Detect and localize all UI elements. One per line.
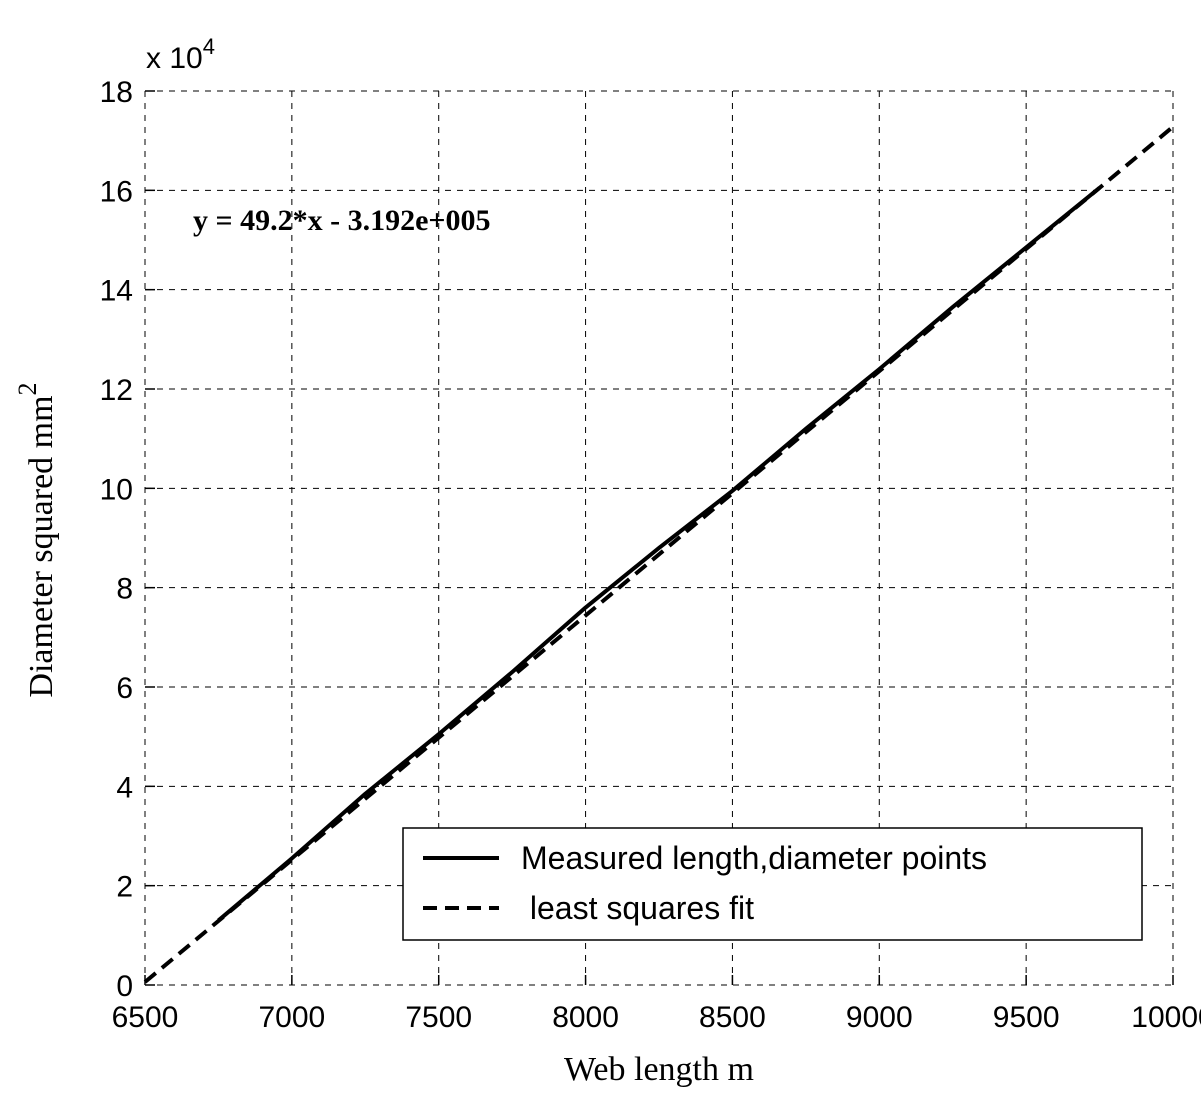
y-tick-label: 0 [116, 970, 133, 1003]
fit-equation: y = 49.2*x - 3.192e+005 [193, 204, 491, 237]
y-axis-label-power: 2 [13, 382, 42, 395]
legend-box [402, 827, 1143, 941]
x-tick-label: 7500 [405, 1001, 472, 1034]
y-tick-label: 16 [100, 175, 133, 208]
x-tick-label: 9000 [846, 1001, 913, 1034]
y-tick-label: 10 [100, 473, 133, 506]
x-tick-label: 6500 [112, 1001, 179, 1034]
y-tick-label: 2 [116, 871, 133, 904]
y-tick-label: 14 [100, 275, 133, 308]
y-tick-label: 8 [116, 573, 133, 606]
x-tick-label: 9500 [993, 1001, 1060, 1034]
x-tick-label: 10000 [1131, 1001, 1201, 1034]
x-axis-label: Web length m [564, 1051, 754, 1088]
y-tick-label: 4 [116, 771, 133, 804]
x-tick-label: 8000 [552, 1001, 619, 1034]
y-multiplier: x 104 [146, 34, 215, 75]
y-axis-label-text: Diameter squared mm [23, 395, 60, 697]
x-tick-label: 7000 [258, 1001, 325, 1034]
y-multiplier-base: x 10 [146, 42, 203, 75]
y-tick-label: 12 [100, 374, 133, 407]
y-tick-label: 18 [100, 76, 133, 109]
series-line [217, 186, 1101, 922]
x-tick-label: 8500 [699, 1001, 766, 1034]
legend-label: least squares fit [521, 890, 754, 926]
y-axis-label: Diameter squared mm2 [13, 382, 60, 697]
legend-label: Measured length,diameter points [521, 840, 987, 876]
y-multiplier-power: 4 [203, 34, 215, 59]
y-tick-label: 6 [116, 672, 133, 705]
